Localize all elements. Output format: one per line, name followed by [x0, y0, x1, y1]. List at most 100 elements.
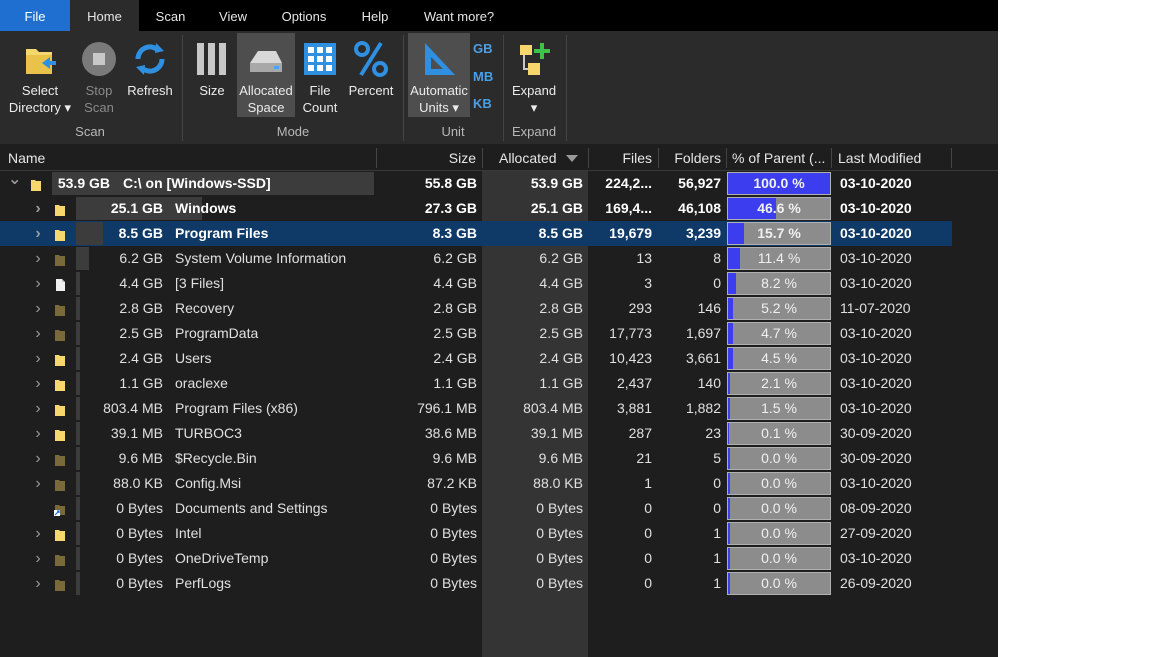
row-name: OneDriveTemp — [175, 550, 269, 566]
expand-chevron-icon[interactable]: › — [35, 425, 41, 442]
tab-home[interactable]: Home — [70, 0, 139, 31]
unit-kb-button[interactable]: KB — [473, 96, 492, 111]
table-row[interactable]: › 2.5 GB ProgramData 2.5 GB 2.5 GB 17,773 1,69… — [0, 321, 952, 346]
directory-tree[interactable]: ⌄ 53.9 GB C:\ on [Windows-SSD] 55.8 GB 53.9 … — [0, 171, 998, 657]
expand-chevron-icon[interactable]: › — [35, 225, 41, 242]
mode-percent-button[interactable]: Percent — [345, 33, 397, 119]
expand-chevron-icon[interactable]: › — [35, 550, 41, 567]
treesize-window: File Home Scan View Options Help Want mo… — [0, 0, 998, 657]
row-files: 0 — [644, 550, 652, 566]
expand-chevron-icon[interactable]: › — [35, 375, 41, 392]
expand-chevron-icon[interactable]: › — [35, 475, 41, 492]
table-row[interactable]: › 39.1 MB TURBOC3 38.6 MB 39.1 MB 287 23 0.1 % 3… — [0, 421, 952, 446]
table-row[interactable]: › 0 Bytes PerfLogs 0 Bytes 0 Bytes 0 1 0.0 % 26-… — [0, 571, 952, 596]
ribbon-separator — [566, 35, 567, 141]
collapse-chevron-icon[interactable]: ⌄ — [8, 171, 22, 188]
table-row[interactable]: › 6.2 GB System Volume Information 6.2 GB 6.… — [0, 246, 952, 271]
column-divider[interactable] — [482, 148, 483, 168]
column-divider[interactable] — [831, 148, 832, 168]
expand-chevron-icon[interactable]: › — [35, 575, 41, 592]
percent-fill — [728, 323, 733, 344]
refresh-button[interactable]: Refresh — [122, 33, 178, 119]
percent-fill — [728, 548, 730, 569]
expand-chevron-icon[interactable]: › — [35, 325, 41, 342]
size-bar — [76, 547, 80, 570]
expand-button[interactable]: Expand ▾ — [508, 33, 560, 119]
row-name: Intel — [175, 525, 202, 541]
percent-fill — [728, 298, 734, 319]
size-bar — [76, 572, 80, 595]
row-size: 87.2 KB — [427, 475, 477, 491]
unit-gb-button[interactable]: GB — [473, 41, 493, 56]
column-divider[interactable] — [588, 148, 589, 168]
table-row[interactable]: › 803.4 MB Program Files (x86) 796.1 MB 803.… — [0, 396, 952, 421]
table-row[interactable]: › 9.6 MB $Recycle.Bin 9.6 MB 9.6 MB 21 5 0.0 % 3… — [0, 446, 952, 471]
mode-size-button[interactable]: Size — [190, 33, 234, 119]
table-row-selected[interactable]: › 8.5 GB Program Files 8.3 GB 8.5 GB 19,679 3,… — [0, 221, 952, 246]
expand-chevron-icon[interactable]: › — [35, 250, 41, 267]
row-folders: 1 — [713, 525, 721, 541]
column-percent-of-parent[interactable]: % of Parent (... — [732, 150, 826, 166]
tab-options[interactable]: Options — [281, 9, 327, 24]
select-directory-button[interactable]: Select Directory ▾ — [2, 33, 78, 119]
unit-mb-button[interactable]: MB — [473, 69, 494, 84]
table-row[interactable]: › 88.0 KB Config.Msi 87.2 KB 88.0 KB 1 0 0.0 % 0… — [0, 471, 952, 496]
column-files[interactable]: Files — [622, 150, 652, 166]
percent-label: 2.1 % — [761, 375, 797, 391]
expand-chevron-icon[interactable]: › — [35, 450, 41, 467]
row-files: 3,881 — [616, 400, 652, 416]
table-row[interactable]: › 2.4 GB Users 2.4 GB 2.4 GB 10,423 3,661 4.5 %… — [0, 346, 952, 371]
row-folders: 1 — [713, 550, 721, 566]
tab-view[interactable]: View — [219, 9, 247, 24]
tab-scan[interactable]: Scan — [155, 9, 186, 24]
table-row[interactable]: 0 Bytes Documents and Settings 0 Bytes 0 By… — [0, 496, 952, 521]
percent-fill — [728, 398, 730, 419]
column-divider[interactable] — [658, 148, 659, 168]
column-divider[interactable] — [376, 148, 377, 168]
mode-file-count-button[interactable]: File Count — [297, 33, 343, 119]
column-size[interactable]: Size — [448, 150, 476, 166]
mode-allocated-space-button[interactable]: Allocated Space — [237, 33, 295, 117]
table-row[interactable]: › 2.8 GB Recovery 2.8 GB 2.8 GB 293 146 5.2 % 11… — [0, 296, 952, 321]
expand-chevron-icon[interactable]: › — [35, 350, 41, 367]
table-row[interactable]: › 1.1 GB oraclexe 1.1 GB 1.1 GB 2,437 140 2.1 %… — [0, 371, 952, 396]
column-divider[interactable] — [951, 148, 952, 168]
column-folders[interactable]: Folders — [674, 150, 721, 166]
table-row[interactable]: › 0 Bytes Intel 0 Bytes 0 Bytes 0 1 0.0 % 27-09-… — [0, 521, 952, 546]
stop-scan-button[interactable]: Stop Scan — [78, 33, 120, 119]
tab-file[interactable]: File — [0, 0, 70, 31]
folder-icon — [54, 303, 66, 316]
column-divider[interactable] — [726, 148, 727, 168]
size-bar — [76, 397, 80, 420]
automatic-units-button[interactable]: Automatic Units ▾ — [408, 33, 470, 117]
expand-chevron-icon[interactable]: › — [35, 200, 41, 217]
row-allocated: 39.1 MB — [530, 425, 583, 441]
percent-fill — [728, 173, 830, 194]
percent-label: 11.4 % — [757, 250, 801, 266]
row-allocated-label: 0 Bytes — [116, 575, 163, 591]
size-bar — [76, 372, 80, 395]
tab-want-more[interactable]: Want more? — [423, 9, 495, 24]
table-row[interactable]: › 0 Bytes OneDriveTemp 0 Bytes 0 Bytes 0 1 0.0 … — [0, 546, 952, 571]
table-row[interactable]: › 4.4 GB [3 Files] 4.4 GB 4.4 GB 3 0 8.2 % 03-10… — [0, 271, 952, 296]
expand-chevron-icon[interactable]: › — [35, 275, 41, 292]
row-name: [3 Files] — [175, 275, 225, 291]
tab-help[interactable]: Help — [361, 9, 389, 24]
percent-fill — [728, 348, 733, 369]
size-bar — [76, 297, 80, 320]
expand-chevron-icon[interactable]: › — [35, 400, 41, 417]
percent-label: 0.0 % — [761, 450, 797, 466]
column-name[interactable]: Name — [8, 150, 46, 166]
table-row[interactable]: › 25.1 GB Windows 27.3 GB 25.1 GB 169,4... 46,… — [0, 196, 952, 221]
row-size: 4.4 GB — [433, 275, 477, 291]
expand-chevron-icon[interactable]: › — [35, 525, 41, 542]
percent-icon — [354, 41, 388, 77]
row-name: Program Files — [175, 225, 269, 241]
menu-tab-bar: File Home Scan View Options Help Want mo… — [0, 0, 998, 31]
table-row[interactable]: ⌄ 53.9 GB C:\ on [Windows-SSD] 55.8 GB 53.9 … — [0, 171, 952, 196]
size-bar — [76, 422, 80, 445]
column-allocated[interactable]: Allocated — [499, 150, 557, 166]
size-bar — [52, 172, 374, 195]
expand-chevron-icon[interactable]: › — [35, 300, 41, 317]
column-last-modified[interactable]: Last Modified — [838, 150, 922, 166]
